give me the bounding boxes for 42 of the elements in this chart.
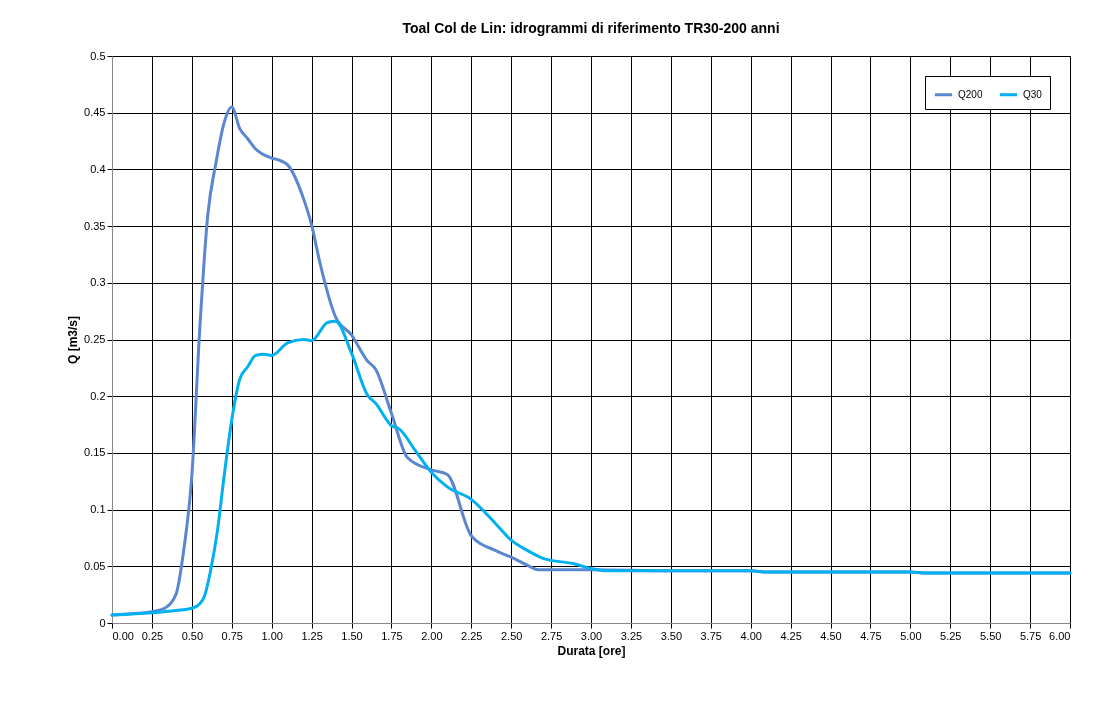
- x-tick-label: 3.25: [620, 629, 643, 642]
- x-tick-label: 5.75: [1019, 629, 1042, 642]
- x-tick-label: 1.50: [341, 629, 363, 642]
- chart-title: Toal Col de Lin: idrogrammi di riferimento TR30-200 anni: [402, 20, 780, 36]
- y-tick-label: 0.2: [90, 389, 106, 402]
- y-tick-label: 0.5: [90, 49, 106, 62]
- y-tick-label: 0.3: [90, 276, 106, 289]
- x-tick-label: 3.50: [660, 629, 683, 642]
- x-tick-label: 0.50: [181, 629, 204, 642]
- x-axis-title: Durata [ore]: [557, 643, 626, 658]
- x-tick-label: 1.25: [301, 629, 323, 642]
- x-tick-label: 5.25: [940, 629, 962, 642]
- x-tick-label: 1.75: [381, 629, 403, 642]
- x-tick-label: 1.00: [261, 629, 283, 642]
- x-tick-label: 2.25: [461, 629, 483, 642]
- y-tick-label: 0.25: [84, 333, 106, 345]
- line-series: [110, 319, 1072, 617]
- x-tick-label: 3.00: [580, 629, 603, 642]
- y-axis-title: Q [m3/s]: [66, 315, 81, 365]
- y-tick-label: 0.45: [84, 106, 106, 119]
- x-tick-label: 3.75: [700, 629, 722, 642]
- x-tick-label: 2.50: [500, 629, 523, 642]
- x-tick-label: 5.00: [900, 629, 922, 642]
- x-tick-label: 5.50: [979, 629, 1002, 642]
- y-tick-label: 0.05: [84, 559, 106, 572]
- x-tick-label: 0.75: [221, 629, 243, 642]
- x-tick-label: 4.25: [780, 629, 802, 642]
- x-tick-label: 0.00: [112, 629, 134, 642]
- x-tick-label: 6.00: [1049, 629, 1071, 642]
- x-tick-label: 2.75: [540, 629, 563, 642]
- x-tick-label: 0.25: [141, 629, 164, 642]
- legend-label: Q30: [1023, 88, 1043, 100]
- y-tick-label: 0.35: [84, 219, 106, 232]
- x-tick-label: 4.50: [820, 629, 842, 642]
- y-tick-label: 0.4: [90, 162, 106, 175]
- x-tick-label: 4.75: [860, 629, 882, 642]
- legend-label: Q200: [958, 88, 983, 100]
- y-tick-label: 0.1: [90, 503, 106, 516]
- x-tick-label: 2.00: [421, 629, 443, 642]
- y-tick-label: 0: [99, 616, 106, 629]
- y-tick-label: 0.15: [84, 446, 106, 459]
- x-tick-label: 4.00: [740, 629, 762, 642]
